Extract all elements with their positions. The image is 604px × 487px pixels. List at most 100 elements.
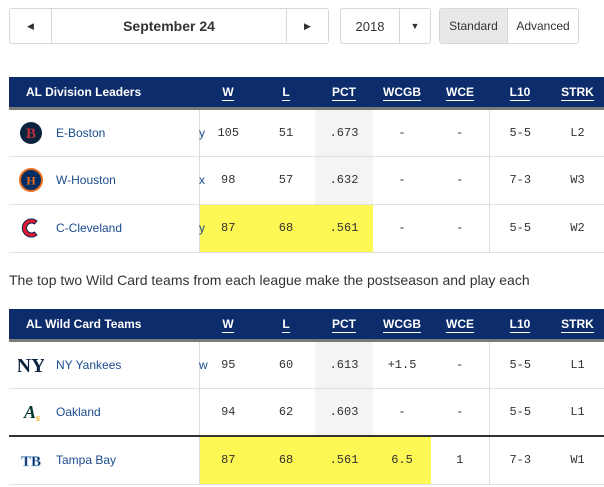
col-wce[interactable]: WCE bbox=[431, 309, 490, 340]
pct: .561 bbox=[315, 204, 373, 253]
col-l[interactable]: L bbox=[257, 77, 315, 108]
col-wcgb[interactable]: WCGB bbox=[373, 77, 431, 108]
table-row: TB Tampa Bay 87 68 .561 6.5 1 7-3 W1 bbox=[9, 435, 604, 485]
wcgb: - bbox=[373, 106, 431, 157]
last-ten: 5-5 bbox=[488, 338, 552, 389]
wce: 1 bbox=[431, 435, 490, 485]
team-cell: NY NY Yankees bbox=[9, 338, 199, 389]
team-cell: B E-Boston bbox=[9, 106, 199, 157]
pct: .673 bbox=[315, 106, 373, 157]
col-pct[interactable]: PCT bbox=[315, 77, 373, 108]
wce: - bbox=[431, 156, 489, 205]
team-name-link[interactable]: NY Yankees bbox=[56, 357, 122, 372]
wcgb: +1.5 bbox=[373, 338, 432, 389]
wins: 98 bbox=[199, 156, 257, 205]
svg-text:NY: NY bbox=[18, 355, 44, 377]
col-l10[interactable]: L10 bbox=[489, 77, 551, 108]
table-title: AL Division Leaders bbox=[9, 77, 199, 108]
streak: W2 bbox=[551, 204, 604, 253]
pct: .561 bbox=[315, 435, 374, 485]
rays-logo-icon: TB bbox=[18, 447, 44, 473]
table-header: AL Division Leaders W L PCT WCGB WCE L10… bbox=[9, 77, 604, 108]
streak: W3 bbox=[551, 156, 604, 205]
last-ten: 5-5 bbox=[488, 106, 551, 157]
svg-text:s: s bbox=[35, 412, 40, 424]
col-l[interactable]: L bbox=[257, 309, 316, 340]
yankees-logo-icon: NY bbox=[18, 352, 44, 378]
wins: 94 bbox=[221, 404, 236, 419]
standard-view-button[interactable]: Standard bbox=[440, 9, 508, 43]
date-label: September 24 bbox=[123, 18, 215, 34]
pct: .632 bbox=[315, 156, 373, 205]
col-wce[interactable]: WCE bbox=[431, 77, 489, 108]
col-strk[interactable]: STRK bbox=[551, 77, 604, 108]
losses: 62 bbox=[278, 404, 294, 419]
team-cell: TB Tampa Bay bbox=[9, 435, 199, 485]
wins: 105 bbox=[199, 106, 257, 157]
team-cell: C-Cleveland bbox=[9, 204, 199, 253]
wins: 95 bbox=[199, 338, 258, 389]
division-leaders-table: AL Division Leaders W L PCT WCGB WCE L10… bbox=[9, 77, 604, 253]
col-strk[interactable]: STRK bbox=[551, 309, 604, 340]
table-row: NY NY Yankees w 95 60 .613 +1.5 - 5-5 L1 bbox=[9, 338, 604, 389]
table-row: C-Cleveland y 87 68 .561 - - 5-5 W2 bbox=[9, 204, 604, 253]
col-wcgb[interactable]: WCGB bbox=[373, 309, 432, 340]
streak: L1 bbox=[551, 338, 604, 389]
view-toggle: Standard Advanced bbox=[439, 8, 579, 44]
wce: - bbox=[431, 204, 489, 253]
pct: .613 bbox=[315, 338, 374, 389]
advanced-view-button[interactable]: Advanced bbox=[508, 9, 578, 43]
svg-text:H: H bbox=[26, 174, 36, 188]
streak: W1 bbox=[551, 435, 604, 485]
team-name-link[interactable]: E-Boston bbox=[56, 125, 106, 140]
col-w[interactable]: W bbox=[199, 77, 257, 108]
pct: .603 bbox=[315, 388, 374, 436]
losses: 68 bbox=[257, 204, 315, 253]
col-pct[interactable]: PCT bbox=[315, 309, 374, 340]
svg-text:A: A bbox=[23, 402, 36, 422]
team-name-link[interactable]: C-Cleveland bbox=[56, 221, 123, 235]
team-cell: H W-Houston bbox=[9, 156, 199, 205]
astros-logo-icon: H bbox=[18, 167, 44, 193]
wcgb: - bbox=[373, 204, 431, 253]
team-name-link[interactable]: Oakland bbox=[56, 404, 101, 419]
team-name-link[interactable]: Tampa Bay bbox=[56, 453, 117, 468]
losses: 60 bbox=[257, 338, 316, 389]
table-title: AL Wild Card Teams bbox=[9, 309, 200, 340]
col-w[interactable]: W bbox=[199, 309, 258, 340]
date-picker: ◀ September 24 ▶ bbox=[9, 8, 329, 44]
streak: L2 bbox=[551, 106, 604, 157]
wins: 87 bbox=[199, 435, 258, 485]
table-header: AL Wild Card Teams W L PCT WCGB WCE L10 … bbox=[9, 309, 604, 340]
chevron-left-icon: ◀ bbox=[27, 20, 34, 31]
caret-down-icon[interactable]: ▼ bbox=[399, 9, 430, 43]
wce: - bbox=[431, 338, 490, 389]
streak: L1 bbox=[570, 404, 585, 419]
table-row: B E-Boston y 105 51 .673 - - 5-5 L2 bbox=[9, 106, 604, 157]
last-ten: 5-5 bbox=[488, 388, 552, 436]
last-ten: 7-3 bbox=[488, 156, 551, 205]
wce: - bbox=[431, 106, 489, 157]
wins: 87 bbox=[199, 204, 257, 253]
red-sox-logo-icon: B bbox=[18, 120, 44, 146]
svg-text:TB: TB bbox=[21, 454, 41, 470]
prev-day-button[interactable]: ◀ bbox=[10, 9, 52, 43]
last-ten: 7-3 bbox=[488, 435, 552, 485]
year-select[interactable]: 2018 ▼ bbox=[340, 8, 431, 44]
team-name-link[interactable]: W-Houston bbox=[56, 173, 116, 187]
year-value: 2018 bbox=[355, 18, 385, 34]
losses: 57 bbox=[257, 156, 315, 205]
wildcard-table: AL Wild Card Teams W L PCT WCGB WCE L10 … bbox=[9, 309, 604, 485]
last-ten: 5-5 bbox=[488, 204, 551, 253]
losses: 51 bbox=[257, 106, 315, 157]
col-l10[interactable]: L10 bbox=[489, 309, 552, 340]
losses: 68 bbox=[257, 435, 316, 485]
wildcard-note: The top two Wild Card teams from each le… bbox=[9, 272, 530, 288]
table-row: H W-Houston x 98 57 .632 - - 7-3 W3 bbox=[9, 156, 604, 205]
chevron-right-icon: ▶ bbox=[304, 20, 311, 31]
wcgb: 6.5 bbox=[373, 435, 432, 485]
next-day-button[interactable]: ▶ bbox=[286, 9, 328, 43]
indians-logo-icon bbox=[18, 215, 44, 241]
